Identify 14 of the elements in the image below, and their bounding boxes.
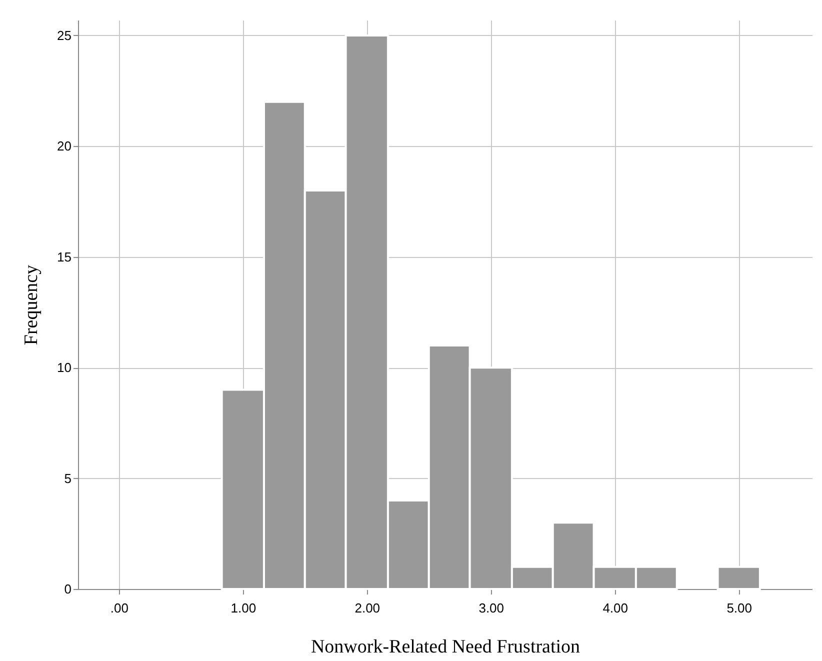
x-tick-label: 3.00	[478, 600, 504, 616]
y-tick-label: 0	[64, 582, 72, 596]
x-tick-label: 2.00	[354, 600, 380, 616]
x-tick-label: 1.00	[230, 600, 256, 616]
x-tick-label: 5.00	[726, 600, 752, 616]
x-tick-label: 4.00	[602, 600, 628, 616]
y-tick-label: 5	[64, 470, 72, 486]
y-tick-label: 10	[57, 360, 72, 376]
y-tick-label: 20	[57, 138, 72, 154]
y-tick-label: 25	[57, 28, 72, 43]
x-tick-label: .00	[110, 600, 128, 616]
y-tick-label: 15	[57, 249, 72, 264]
x-axis-title: Nonwork-Related Need Frustration	[310, 636, 581, 658]
y-axis-title: Frequency	[21, 264, 42, 346]
